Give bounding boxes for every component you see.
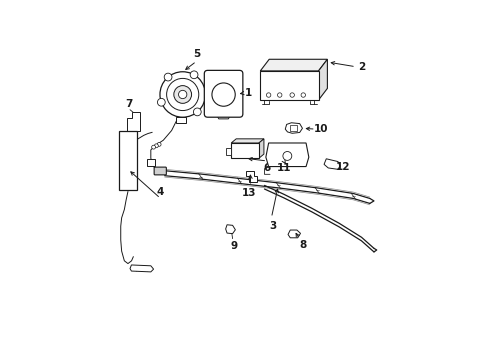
Circle shape	[277, 93, 282, 97]
Text: 12: 12	[336, 162, 350, 172]
Text: 8: 8	[299, 240, 306, 250]
Circle shape	[154, 144, 158, 148]
Polygon shape	[246, 171, 257, 183]
Circle shape	[178, 90, 186, 99]
Circle shape	[164, 73, 172, 81]
Circle shape	[157, 143, 161, 146]
Circle shape	[157, 98, 165, 106]
Circle shape	[160, 72, 205, 117]
Polygon shape	[231, 139, 264, 143]
Text: 9: 9	[230, 240, 237, 251]
Text: 3: 3	[268, 221, 276, 231]
Text: 10: 10	[313, 124, 328, 134]
FancyBboxPatch shape	[226, 148, 231, 155]
FancyBboxPatch shape	[204, 70, 243, 117]
Text: 2: 2	[357, 62, 365, 72]
Polygon shape	[287, 230, 300, 238]
FancyBboxPatch shape	[290, 125, 297, 131]
Polygon shape	[130, 265, 153, 272]
Circle shape	[173, 86, 191, 103]
Circle shape	[289, 93, 294, 97]
Circle shape	[190, 71, 198, 79]
Polygon shape	[324, 159, 340, 169]
Polygon shape	[260, 59, 327, 71]
Circle shape	[266, 93, 270, 97]
FancyBboxPatch shape	[119, 131, 137, 190]
Text: 6: 6	[263, 163, 270, 173]
FancyBboxPatch shape	[176, 117, 186, 123]
Circle shape	[151, 145, 155, 149]
Polygon shape	[259, 139, 264, 158]
Text: 11: 11	[276, 163, 290, 173]
FancyBboxPatch shape	[154, 167, 166, 175]
Polygon shape	[225, 225, 235, 234]
Text: 4: 4	[157, 186, 164, 197]
Polygon shape	[265, 143, 308, 167]
Text: 1: 1	[244, 88, 252, 98]
FancyBboxPatch shape	[146, 158, 155, 166]
Polygon shape	[127, 112, 140, 131]
Circle shape	[301, 93, 305, 97]
FancyBboxPatch shape	[231, 143, 259, 158]
Polygon shape	[285, 123, 302, 133]
Circle shape	[211, 83, 235, 106]
Circle shape	[166, 78, 198, 111]
Text: 5: 5	[193, 49, 200, 59]
Text: 7: 7	[125, 99, 132, 109]
FancyBboxPatch shape	[260, 71, 318, 100]
Circle shape	[193, 108, 201, 116]
Circle shape	[283, 152, 291, 161]
Text: 13: 13	[242, 188, 256, 198]
Polygon shape	[318, 59, 327, 100]
